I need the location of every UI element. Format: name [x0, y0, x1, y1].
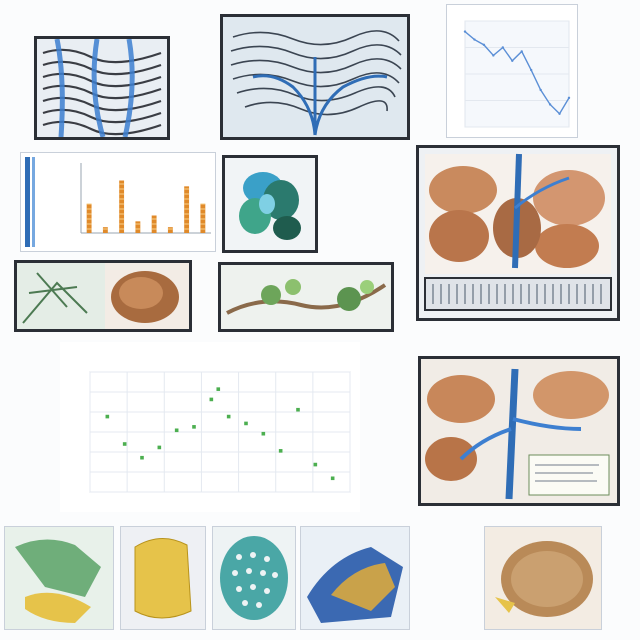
plant-tissue-illustration: [17, 263, 189, 329]
sidebar-strip: [25, 157, 30, 247]
line-chart-point: [567, 96, 571, 100]
line-chart-series-line: [464, 31, 570, 115]
scatter-chart-panel: [60, 342, 360, 512]
organ-brown-panel: [416, 145, 620, 321]
scatter-point: [296, 407, 300, 412]
bar-chart: [25, 157, 211, 247]
scatter-point: [105, 414, 110, 419]
scatter-point: [226, 414, 231, 419]
scatter-point: [261, 431, 266, 436]
organ-teal-illustration: [225, 158, 315, 250]
scatter-point: [192, 425, 196, 429]
line-chart: [463, 20, 571, 128]
bar-chart-bar: [86, 203, 92, 233]
line-chart-point: [548, 103, 552, 106]
cartilage-yellow-panel: [120, 526, 206, 630]
bar-chart-bar: [119, 180, 125, 233]
scatter-point: [244, 421, 248, 426]
organ-teal-panel: [222, 155, 318, 253]
plant-tissue-panel: [14, 260, 192, 332]
vessel-fan-panel: [220, 14, 410, 140]
scatter-chart: [89, 371, 351, 493]
scatter-point: [209, 397, 214, 402]
muscle-blue-panel: [300, 526, 410, 630]
line-chart-point: [501, 46, 505, 49]
scatter-point: [122, 442, 127, 446]
bar-chart-bar: [102, 227, 108, 233]
line-chart-point: [529, 68, 533, 72]
vessel-fan-illustration: [223, 17, 407, 137]
cell-mesh-illustration: [213, 527, 295, 629]
muscle-blue-illustration: [301, 527, 409, 629]
line-chart-point: [539, 88, 542, 92]
cartilage-green-illustration: [5, 527, 113, 629]
vessel-brown-illustration: [421, 359, 617, 503]
line-chart-panel: [446, 4, 578, 138]
bar-chart-bar: [167, 227, 173, 233]
vessel-brown-panel: [418, 356, 620, 506]
cartilage-yellow-illustration: [121, 527, 205, 629]
cell-mesh-panel: [212, 526, 296, 630]
line-chart-point: [558, 112, 561, 115]
bar-chart-bar: [184, 186, 190, 233]
line-chart-point: [463, 30, 467, 33]
scatter-point: [174, 428, 179, 433]
vessel-lattice-illustration: [37, 39, 167, 137]
scatter-point: [313, 462, 318, 467]
line-chart-point: [482, 43, 486, 47]
scatter-point: [140, 455, 144, 460]
scatter-point: [216, 387, 221, 391]
branch-panel: [218, 262, 394, 332]
line-chart-point: [511, 59, 514, 62]
line-chart-point: [473, 38, 476, 41]
bar-chart-bar: [135, 221, 141, 233]
line-chart-point: [492, 54, 495, 57]
scatter-point: [330, 476, 335, 481]
tissue-brown-panel: [484, 526, 602, 630]
branch-illustration: [221, 265, 391, 329]
vessel-lattice-panel: [34, 36, 170, 140]
sidebar-strip-light: [32, 157, 35, 247]
tissue-brown-illustration: [485, 527, 601, 629]
scatter-point: [278, 449, 283, 453]
scatter-point: [157, 445, 162, 450]
bar-chart-panel: [20, 152, 216, 252]
cartilage-green-panel: [4, 526, 114, 630]
line-chart-point: [520, 50, 523, 53]
bar-chart-bar: [200, 203, 206, 233]
organ-brown-illustration: [419, 148, 617, 318]
